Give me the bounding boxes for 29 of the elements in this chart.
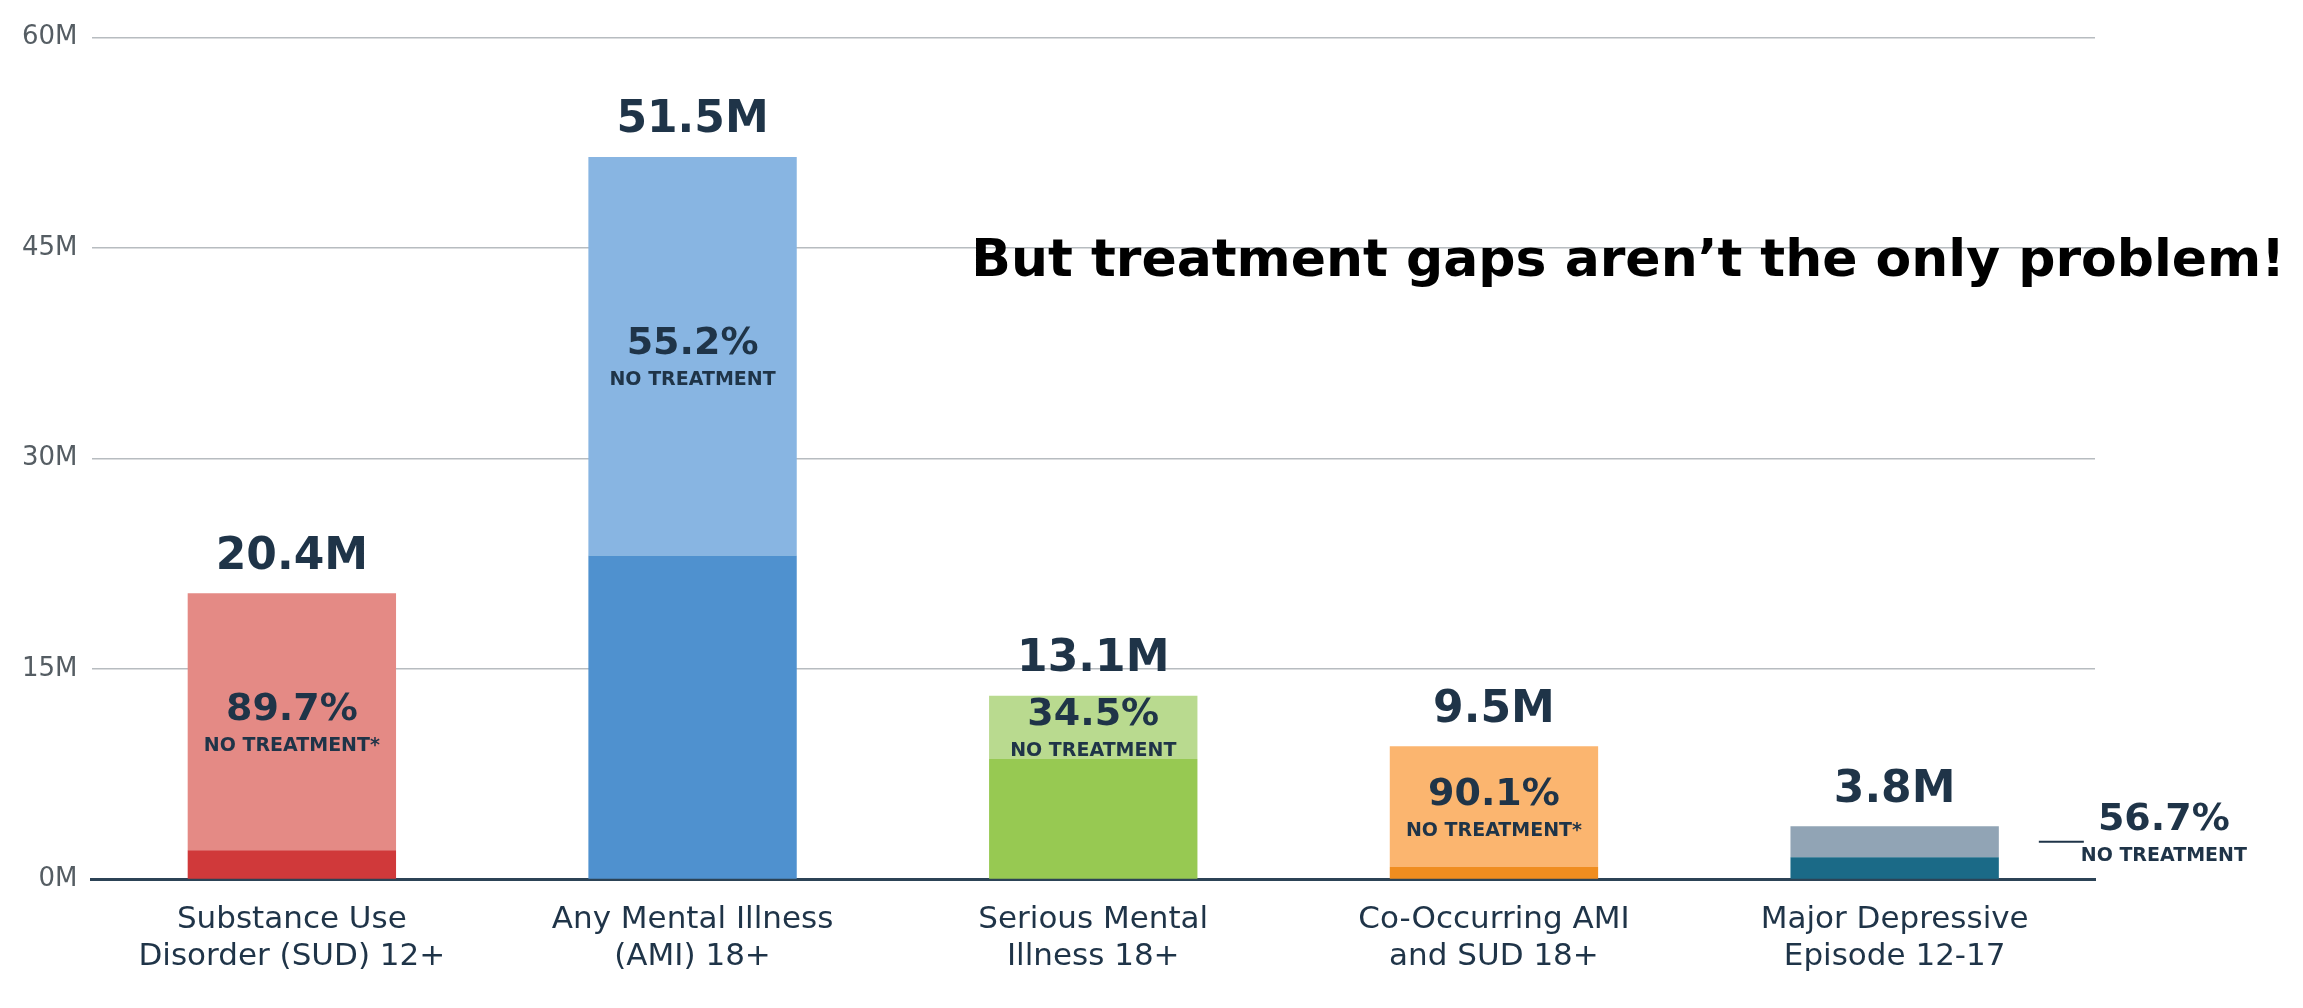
- y-tick-label: 0M: [38, 862, 78, 893]
- total-label: 20.4M: [215, 527, 369, 579]
- annotation: 34.5% NO TREATMENT: [1010, 690, 1177, 761]
- bar: [588, 156, 797, 556]
- bar: [588, 555, 797, 879]
- bar: [187, 593, 397, 851]
- x-tick-label: Serious Mental Illness 18+: [978, 899, 1209, 973]
- y-tick-label: 15M: [21, 651, 78, 682]
- x-tick-label: Substance Use Disorder (SUD) 12+: [138, 899, 446, 973]
- bar: [1389, 866, 1599, 879]
- y-tick-label: 30M: [21, 441, 78, 472]
- annotation: 89.7% NO TREATMENT*: [203, 684, 380, 755]
- bar: [187, 850, 397, 879]
- bar: [1790, 857, 1999, 879]
- y-tick-label: 45M: [21, 230, 78, 261]
- x-tick-label: Major Depressive Episode 12-17: [1760, 899, 2029, 973]
- bar: [989, 758, 1198, 879]
- total-label: 13.1M: [1017, 630, 1170, 682]
- x-tick-label: Any Mental Illness (AMI) 18+: [551, 899, 834, 973]
- total-label: 3.8M: [1833, 760, 1956, 812]
- total-label: 9.5M: [1433, 680, 1555, 732]
- annotation: 56.7% NO TREATMENT: [2080, 794, 2247, 865]
- annotation: But treatment gaps aren’t the only problem!: [971, 227, 2285, 288]
- x-tick-label: Co-Occurring AMI and SUD 18+: [1358, 899, 1630, 973]
- bar: [1790, 826, 1999, 858]
- total-label: 51.5M: [616, 91, 769, 143]
- annotation: 90.1% NO TREATMENT*: [1405, 769, 1583, 840]
- annotation: 55.2% NO TREATMENT: [609, 319, 776, 390]
- y-tick-label: 60M: [21, 20, 78, 51]
